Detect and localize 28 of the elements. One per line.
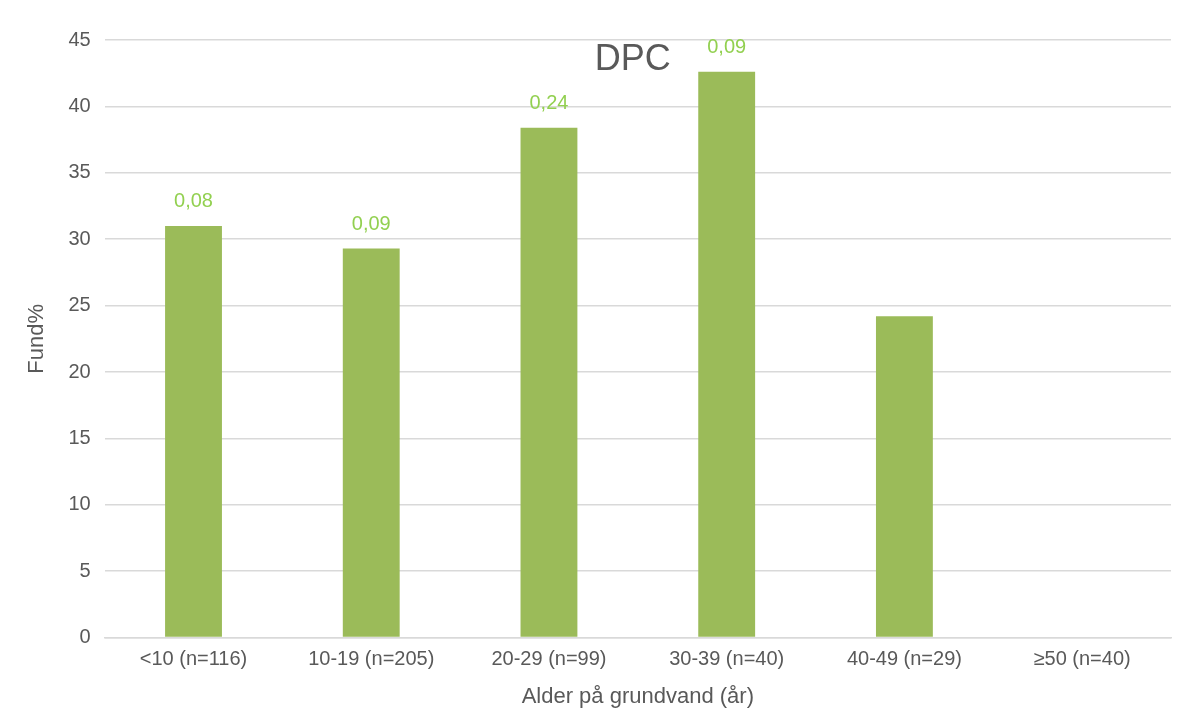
y-tick-label: 30 [68,226,91,249]
x-tick-label: 20-29 (n=99) [491,647,607,670]
bar [698,71,756,637]
x-axis-title: Alder på grundvand (år) [521,682,754,708]
y-tick-label: 35 [68,160,91,183]
y-tick-label: 10 [68,492,91,515]
bar [165,225,222,637]
annotation: 0,09 [351,212,391,235]
x-tick-label: <10 (n=116) [139,647,248,670]
x-tick-label: ≥50 (n=40) [1033,647,1131,670]
bar [875,316,933,637]
y-tick-label: 40 [68,93,91,116]
y-tick-label: 45 [68,27,91,50]
annotation: 0,24 [529,91,569,114]
annotation: 0,09 [707,35,747,58]
bar [342,248,400,637]
y-tick-label: 0 [79,625,91,648]
x-tick-label: 30-39 (n=40) [669,647,785,670]
chart-title: DPC [594,36,671,78]
bar [520,127,578,637]
y-tick-label: 15 [68,425,91,448]
y-tick-label: 20 [68,359,91,382]
annotation: 0,08 [174,189,213,212]
x-tick-label: 40-49 (n=29) [846,647,962,670]
y-axis-title: Fund% [23,303,49,374]
y-tick-label: 25 [68,293,91,316]
x-tick-label: 10-19 (n=205) [308,647,435,670]
y-tick-label: 5 [79,558,91,581]
